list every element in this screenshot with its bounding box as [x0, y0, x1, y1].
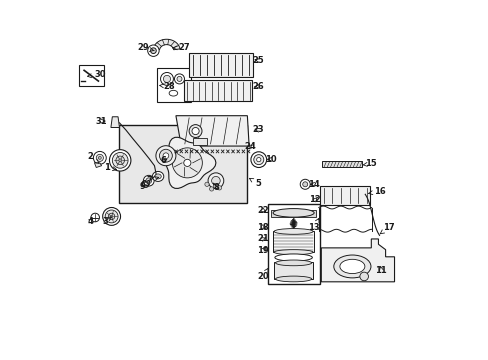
- Text: 15: 15: [362, 159, 376, 168]
- Bar: [267, 204, 319, 284]
- Text: 8: 8: [213, 183, 218, 192]
- Bar: [322, 161, 361, 167]
- Bar: [119, 125, 246, 203]
- Circle shape: [102, 207, 121, 225]
- Bar: [192, 138, 206, 145]
- Circle shape: [163, 75, 170, 82]
- Text: 26: 26: [252, 82, 264, 91]
- Ellipse shape: [155, 174, 161, 179]
- Ellipse shape: [275, 276, 311, 282]
- Circle shape: [108, 213, 115, 220]
- Ellipse shape: [333, 255, 370, 278]
- Ellipse shape: [274, 229, 312, 234]
- Circle shape: [300, 179, 309, 189]
- Bar: [272, 231, 313, 252]
- Circle shape: [192, 127, 199, 135]
- Bar: [183, 80, 252, 102]
- Circle shape: [174, 74, 184, 84]
- Circle shape: [359, 272, 367, 281]
- Ellipse shape: [275, 260, 311, 266]
- Bar: [320, 186, 369, 205]
- Text: 6: 6: [160, 156, 166, 165]
- Text: 20: 20: [257, 268, 268, 281]
- Circle shape: [253, 155, 263, 165]
- Text: 17: 17: [380, 222, 394, 234]
- Text: 21: 21: [257, 234, 268, 243]
- Text: 28: 28: [159, 82, 174, 91]
- Circle shape: [189, 125, 202, 138]
- Text: 23: 23: [252, 126, 264, 135]
- Bar: [189, 53, 252, 77]
- Circle shape: [110, 215, 112, 217]
- Ellipse shape: [272, 208, 313, 217]
- Bar: [157, 68, 190, 102]
- Text: 2: 2: [87, 152, 99, 163]
- Circle shape: [156, 146, 176, 166]
- Bar: [271, 210, 315, 217]
- Circle shape: [209, 187, 213, 191]
- Text: 29: 29: [137, 43, 154, 52]
- Circle shape: [143, 175, 154, 186]
- Circle shape: [98, 157, 101, 159]
- Bar: [274, 262, 312, 279]
- Text: 12: 12: [309, 195, 321, 204]
- Text: 1: 1: [104, 163, 116, 172]
- Text: 19: 19: [257, 246, 268, 255]
- Text: 7: 7: [147, 176, 158, 185]
- Text: 27: 27: [172, 43, 189, 52]
- Circle shape: [105, 210, 118, 223]
- Text: 30: 30: [87, 70, 105, 79]
- Circle shape: [177, 76, 182, 81]
- Text: 18: 18: [257, 222, 268, 231]
- Circle shape: [172, 148, 202, 178]
- Circle shape: [116, 156, 124, 165]
- Text: 11: 11: [375, 266, 386, 275]
- Text: 3: 3: [102, 217, 111, 226]
- Ellipse shape: [274, 249, 312, 255]
- Polygon shape: [321, 239, 394, 282]
- Circle shape: [147, 45, 159, 57]
- Text: 9: 9: [140, 180, 148, 191]
- Circle shape: [250, 152, 266, 167]
- Circle shape: [211, 176, 220, 185]
- Circle shape: [112, 153, 128, 168]
- Ellipse shape: [169, 90, 177, 96]
- Polygon shape: [176, 116, 248, 146]
- Polygon shape: [165, 137, 216, 188]
- Text: 22: 22: [257, 206, 268, 215]
- Ellipse shape: [274, 254, 312, 261]
- Text: 4: 4: [87, 217, 93, 226]
- Text: 24: 24: [244, 141, 255, 150]
- Ellipse shape: [152, 171, 163, 181]
- Circle shape: [183, 159, 190, 166]
- Polygon shape: [94, 163, 102, 167]
- Circle shape: [91, 213, 99, 222]
- Circle shape: [145, 178, 151, 184]
- Text: 31: 31: [95, 117, 106, 126]
- Text: 10: 10: [265, 155, 277, 164]
- Circle shape: [119, 159, 122, 162]
- Text: 5: 5: [249, 178, 261, 188]
- Circle shape: [256, 157, 261, 162]
- Circle shape: [163, 153, 168, 158]
- Circle shape: [93, 152, 106, 164]
- Circle shape: [96, 154, 103, 161]
- Text: 16: 16: [367, 187, 385, 196]
- Text: 14: 14: [307, 180, 319, 189]
- Bar: [80, 65, 103, 86]
- Circle shape: [207, 173, 224, 189]
- Ellipse shape: [339, 259, 364, 274]
- Text: 25: 25: [252, 56, 264, 65]
- Polygon shape: [153, 39, 180, 50]
- Circle shape: [150, 48, 156, 54]
- Circle shape: [302, 182, 307, 187]
- Circle shape: [159, 149, 172, 162]
- Circle shape: [160, 72, 173, 85]
- Text: 13: 13: [308, 218, 319, 231]
- Circle shape: [217, 186, 221, 190]
- Polygon shape: [111, 117, 119, 127]
- Circle shape: [204, 182, 209, 186]
- Circle shape: [109, 150, 131, 171]
